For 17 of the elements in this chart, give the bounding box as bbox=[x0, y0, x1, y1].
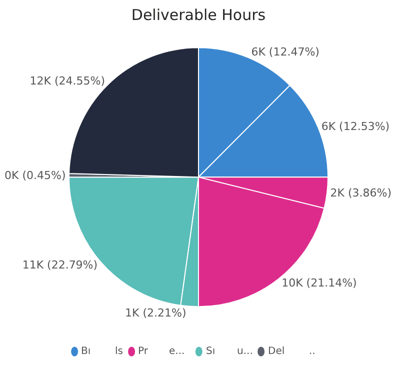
text: Del bbox=[268, 346, 285, 357]
data-label: 11K (22.79%) bbox=[22, 258, 98, 272]
text: Bı bbox=[81, 346, 91, 357]
data-label: 0K (0.45%) bbox=[4, 168, 66, 182]
data-label: 6K (12.47%) bbox=[251, 45, 320, 58]
text: Pr bbox=[138, 346, 149, 357]
chart-title: Deliverable Hours bbox=[131, 6, 266, 24]
data-label: 6K (12.53%) bbox=[321, 120, 390, 133]
text: ls bbox=[115, 346, 123, 357]
data-label: 12K (24.55%) bbox=[30, 74, 105, 88]
text: .. bbox=[309, 346, 316, 357]
data-label: 2K (3.86%) bbox=[330, 186, 392, 200]
text: Sı bbox=[206, 346, 216, 357]
text: e... bbox=[169, 346, 185, 357]
text: u... bbox=[237, 346, 253, 357]
data-label: 10K (21.14%) bbox=[282, 276, 357, 290]
data-label: 1K (2.21%) bbox=[125, 306, 186, 320]
